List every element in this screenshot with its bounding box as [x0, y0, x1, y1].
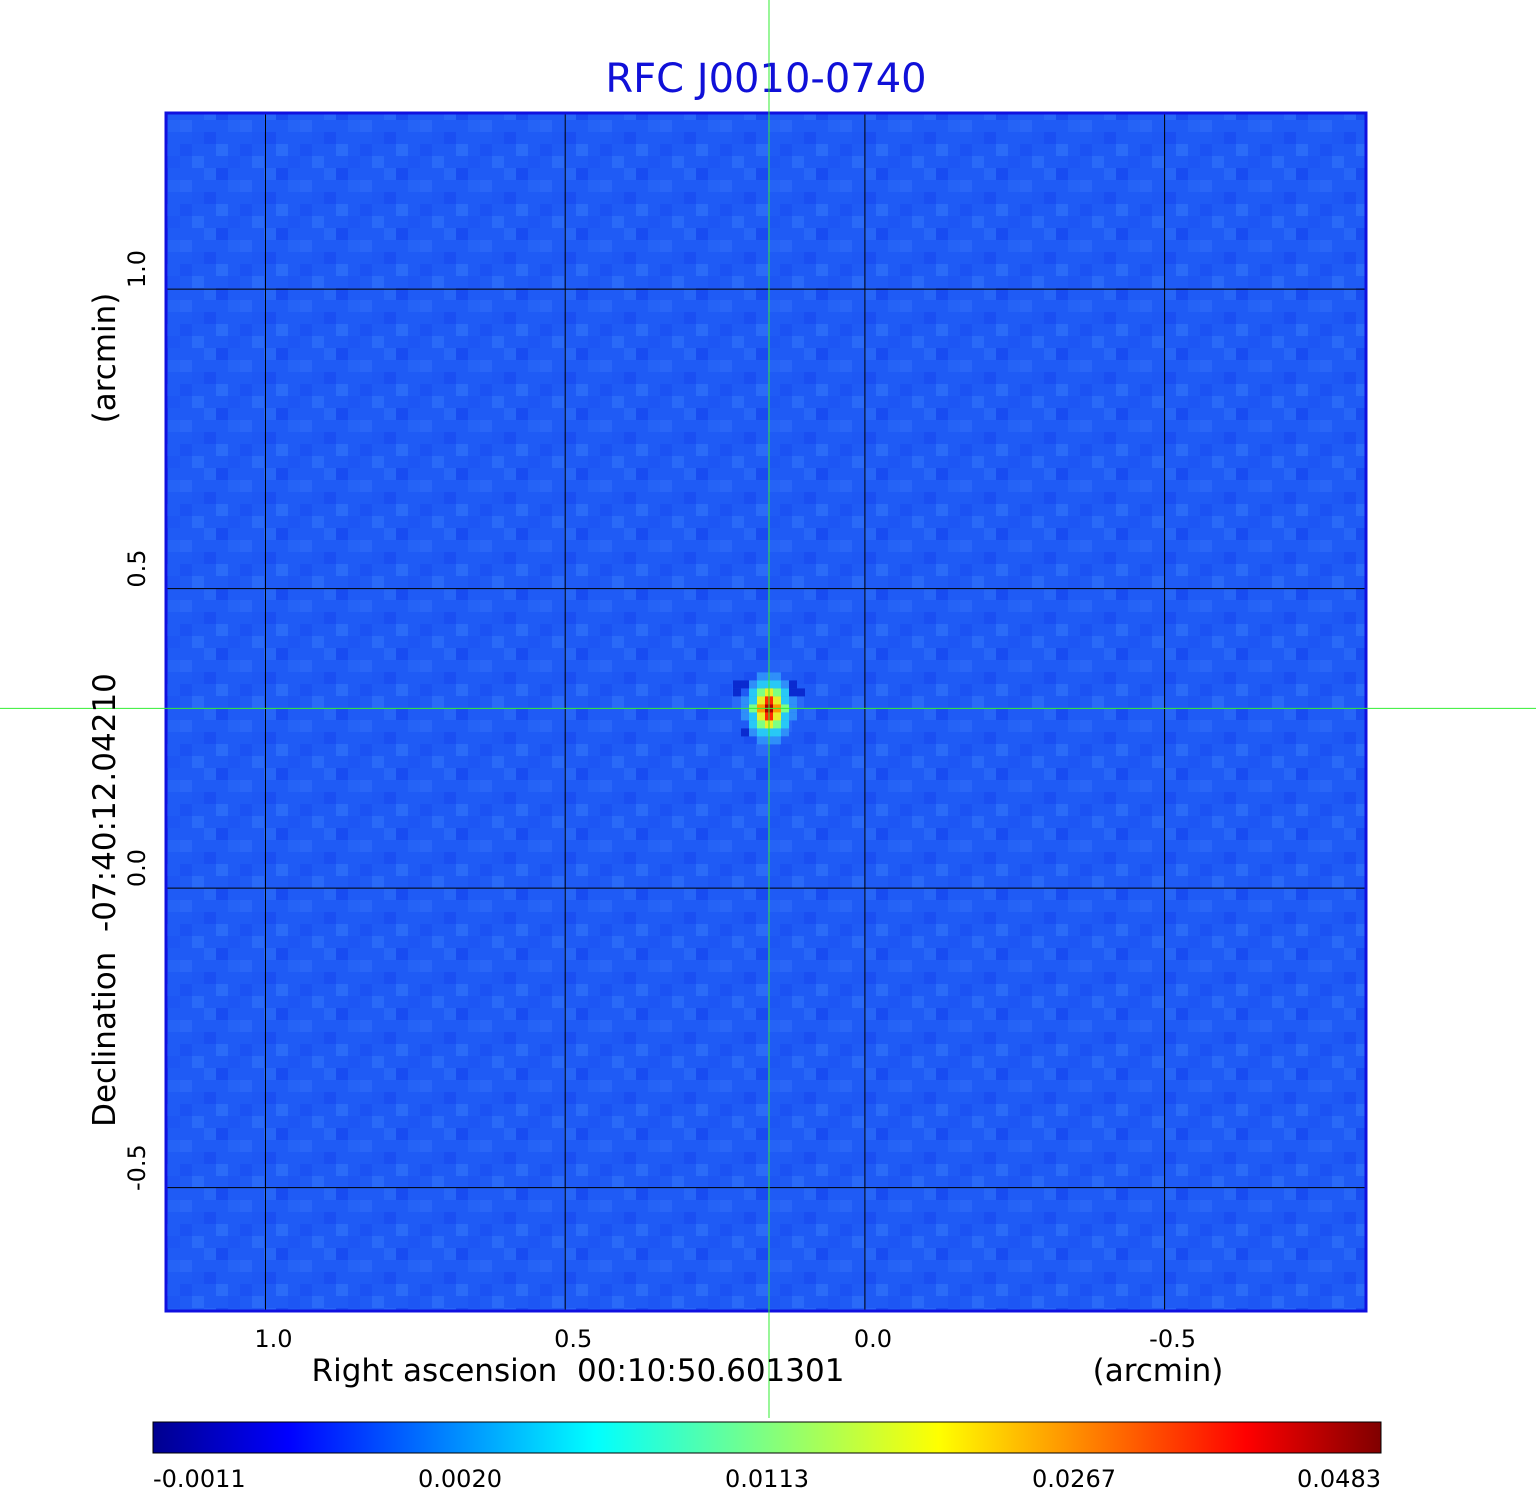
source-pixel — [772, 696, 781, 705]
sidelobe-pixel — [740, 680, 749, 689]
y-axis-unit: (arcmin) — [87, 293, 123, 424]
source-pixel — [780, 680, 789, 689]
source-pixel — [756, 720, 765, 729]
source-pixel — [756, 696, 765, 705]
plot-frame — [164, 111, 1368, 1313]
x-tick-labels: 1.0 0.5 0.0 -0.5 — [254, 1325, 1196, 1353]
source-pixel — [748, 680, 757, 689]
sidelobe-pixel — [732, 680, 741, 689]
sidelobe-pixel — [788, 680, 797, 689]
y-tick-label: 0.0 — [123, 849, 151, 887]
x-tick-label: 0.0 — [854, 1325, 892, 1353]
source-pixel — [756, 728, 765, 737]
source-pixel — [772, 720, 781, 729]
chart-title: RFC J0010-0740 — [605, 56, 926, 102]
source-pixel — [772, 688, 781, 697]
source-pixel — [780, 728, 789, 737]
plot-area — [164, 111, 1368, 1313]
y-tick-label: 0.5 — [123, 550, 151, 588]
colorbar-tick-label: 0.0020 — [418, 1465, 502, 1493]
source-pixel — [740, 712, 749, 721]
source-pixel — [772, 672, 781, 681]
sidelobe-pixel — [740, 728, 749, 737]
source-pixel — [772, 712, 781, 721]
source-pixel — [788, 712, 797, 721]
source-pixel — [756, 672, 765, 681]
grid — [166, 113, 1366, 1311]
colorbar-tick-label: -0.0011 — [153, 1465, 246, 1493]
source-pixel — [780, 688, 789, 697]
y-tick-labels: 1.0 0.5 0.0 -0.5 — [123, 250, 151, 1191]
source-pixel — [756, 688, 765, 697]
source-pixel — [756, 736, 765, 745]
source-pixel — [788, 696, 797, 705]
colorbar-tick-labels: -0.0011 0.0020 0.0113 0.0267 0.0483 — [153, 1465, 1381, 1493]
colorbar — [152, 1421, 1382, 1454]
x-tick-label: 0.5 — [554, 1325, 592, 1353]
sidelobe-pixel — [732, 688, 741, 697]
x-tick-label: 1.0 — [254, 1325, 292, 1353]
source-pixel — [772, 728, 781, 737]
x-tick-label: -0.5 — [1149, 1325, 1196, 1353]
y-tick-label: -0.5 — [123, 1144, 151, 1191]
source-pixel — [740, 696, 749, 705]
source-pixel — [748, 696, 757, 705]
source-pixel — [748, 720, 757, 729]
y-axis-label: Declination -07:40:12.04210 — [87, 673, 123, 1127]
crosshair — [0, 0, 1536, 1418]
source-pixel — [748, 688, 757, 697]
colorbar-tick-label: 0.0113 — [725, 1465, 809, 1493]
source-pixel — [748, 728, 757, 737]
source-pixel — [756, 712, 765, 721]
x-axis-label: Right ascension 00:10:50.601301 — [312, 1353, 845, 1389]
source-pixel — [772, 736, 781, 745]
colorbar-tick-label: 0.0483 — [1297, 1465, 1381, 1493]
colorbar-tick-label: 0.0267 — [1032, 1465, 1116, 1493]
source-pixel — [780, 696, 789, 705]
x-axis-unit: (arcmin) — [1093, 1353, 1224, 1389]
sidelobe-pixel — [796, 688, 805, 697]
source-pixel — [780, 720, 789, 729]
source-pixel — [748, 712, 757, 721]
sidelobe-pixel — [788, 688, 797, 697]
source-pixel — [756, 680, 765, 689]
source-pixel — [780, 712, 789, 721]
y-tick-label: 1.0 — [123, 250, 151, 288]
source-pixel — [772, 680, 781, 689]
